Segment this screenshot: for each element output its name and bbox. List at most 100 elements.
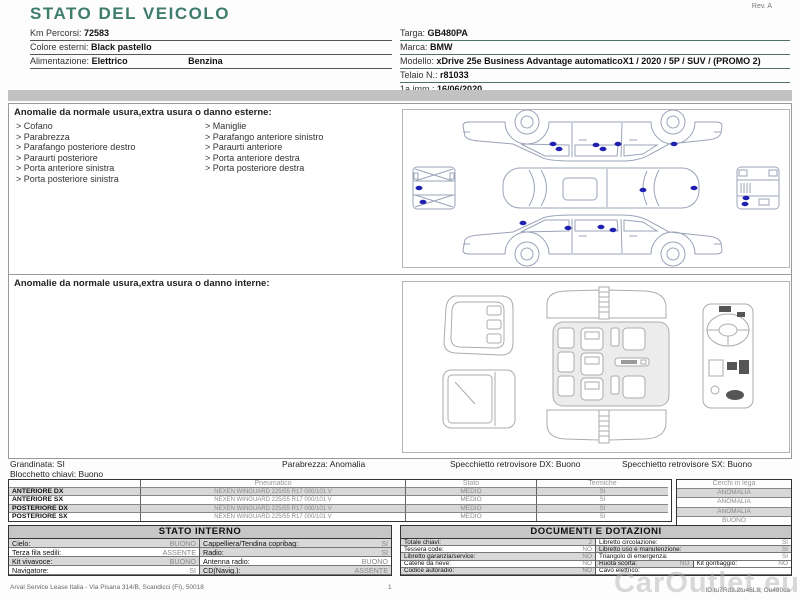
anomaly-item: > Porta posteriore sinistra xyxy=(16,173,119,184)
table-cell: Tessera code: NO xyxy=(401,546,596,554)
page-title: STATO DEL VEICOLO xyxy=(30,4,230,23)
anomaly-item: > Porta anteriore destra xyxy=(205,152,300,163)
car-top-view xyxy=(502,167,700,209)
documenti-table: DOCUMENTI E DOTAZIONI Totale chiavi: 2 Li… xyxy=(400,525,792,576)
anomaly-item: > Paraurti posteriore xyxy=(16,152,98,163)
tyre-termiche: SI xyxy=(537,496,668,505)
tyre-spec: NEXEN WINGUARD 225/55 R17 000/101 V xyxy=(141,504,406,513)
field-label: 1a imm.: xyxy=(400,84,435,94)
field-value: xDrive 25e Business Advantage automatico… xyxy=(436,56,761,66)
cell-value: SI xyxy=(381,548,388,557)
field-value: BMW xyxy=(430,42,453,52)
cell-label: Terza fila sedili: xyxy=(12,548,62,557)
cell-label: Cielo: xyxy=(12,539,31,548)
field-telaio: Telaio N.: r81033 xyxy=(400,69,790,83)
field-label: Telaio N.: xyxy=(400,70,438,80)
car-side-view-bottom xyxy=(462,214,723,267)
tyre-spec: NEXEN WINGUARD 225/55 R17 000/101 V xyxy=(141,496,406,505)
cell-label: Kit vivavoce: xyxy=(12,557,53,566)
field-value: Black pastello xyxy=(91,42,152,52)
table-cell: Totale chiavi: 2 xyxy=(401,539,596,547)
cell-label: Libretto uso e manutenzione: xyxy=(599,546,682,553)
cell-value: NO xyxy=(778,560,788,568)
field-colore-esterni: Colore esterni: Black pastello xyxy=(30,41,392,55)
tyre-spec: NEXEN WINGUARD 225/55 R17 000/101 V xyxy=(141,488,406,497)
cell-value: 2 xyxy=(588,539,592,546)
field-km-percorsi: Km Percorsi: 72583 xyxy=(30,27,392,41)
table-row: Totale chiavi: 2 Libretto circolazione: SI xyxy=(401,539,791,547)
cell-value: SI xyxy=(781,546,788,553)
cell-label: Libretto garanzia/service: xyxy=(404,553,476,560)
tyre-row: ANTERIORE DX NEXEN WINGUARD 225/55 R17 0… xyxy=(9,488,671,497)
cell-value: BUONO xyxy=(169,557,196,566)
table-cell: Kit vivavoce: BUONO xyxy=(9,557,200,566)
field-label: Specchietto retrovisore DX: xyxy=(450,459,554,469)
field-label: Marca: xyxy=(400,42,428,52)
cell-label: Cavo elettrico: xyxy=(599,567,640,575)
field-label: Specchietto retrovisore SX: xyxy=(622,459,725,469)
tyre-position: ANTERIORE SX xyxy=(9,496,141,505)
tyre-table: Pneumatico Stato Termiche ANTERIORE DX N… xyxy=(8,479,672,522)
tyre-table-header: Pneumatico Stato Termiche xyxy=(9,480,671,489)
interior-anomalies-heading: Anomalie da normale usura,extra usura o … xyxy=(14,278,270,289)
header-cell-pneumatico: Pneumatico xyxy=(141,480,406,489)
cerchi-value: ANOMALIA xyxy=(677,498,791,508)
car-side-view-top xyxy=(462,110,723,162)
anomaly-item: > Paraurti anteriore xyxy=(205,142,283,152)
cell-label: Ruota scorta: xyxy=(599,560,638,568)
cell-label: Triangolo di emergenza: xyxy=(599,553,668,560)
cell-label: Tessera code: xyxy=(404,546,444,553)
table-cell: Antenna radio: BUONO xyxy=(200,557,391,566)
tyre-termiche: SI xyxy=(537,488,668,497)
field-modello: Modello: xDrive 25e Business Advantage a… xyxy=(400,55,790,69)
field-value: r81033 xyxy=(440,70,469,80)
table-row: Libretto garanzia/service: NO Triangolo d… xyxy=(401,553,791,561)
anomaly-item: > Cofano xyxy=(16,121,53,131)
field-value: SI xyxy=(56,459,65,469)
field-value-secondary: Benzina xyxy=(188,56,223,66)
table-cell: CD(Navig.): ASSENTE xyxy=(200,566,391,575)
header-cell-cerchi: Cerchi in lega xyxy=(677,480,791,490)
anomaly-item: > Maniglie xyxy=(205,121,247,131)
anomaly-item: > Porta posteriore destra xyxy=(205,163,305,173)
header-cell-termiche: Termiche xyxy=(537,480,668,489)
field-value: GB480PA xyxy=(427,28,468,38)
cell-label: Libretto circolazione: xyxy=(599,539,658,546)
table-cell: Navigatore: SI xyxy=(9,566,200,575)
car-exterior-views-icon xyxy=(412,110,780,267)
anomaly-item: > Parabrezza xyxy=(16,131,70,142)
footer-doc-id: ID tu7Rd3.2tu46L8, Ou480ca xyxy=(705,587,790,594)
blocchetto-chiavi-status: Blocchetto chiavi: Buono xyxy=(10,469,103,479)
anomalies-box-divider xyxy=(8,274,791,275)
interior-damage-diagram xyxy=(402,281,790,453)
table-row: Kit vivavoce: BUONO Antenna radio: BUONO xyxy=(9,557,391,566)
field-targa: Targa: GB480PA xyxy=(400,27,790,41)
cell-value: NO xyxy=(582,546,592,553)
specchietto-dx-status: Specchietto retrovisore DX: Buono xyxy=(450,459,580,469)
header-cell xyxy=(9,480,141,489)
cell-value: ASSENTE xyxy=(354,566,388,575)
table-cell: Libretto circolazione: SI xyxy=(596,539,791,547)
tyre-termiche: SI xyxy=(537,512,668,521)
tyre-position: POSTERIORE DX xyxy=(9,504,141,513)
table-row: Codice autoradio: NO Cavo elettrico: xyxy=(401,567,791,575)
field-value: Buono xyxy=(727,459,752,469)
tailgate-view xyxy=(442,369,516,429)
table-row: Navigatore: SI CD(Navig.): ASSENTE xyxy=(9,566,391,575)
field-value: Buono xyxy=(78,469,104,479)
cell-value: NO xyxy=(582,553,592,560)
table-cell: Kit gonfiaggio: NO xyxy=(693,560,791,568)
exterior-anomalies-column1: > Cofano > Parabrezza > Parafango poster… xyxy=(16,121,135,184)
cell-value: SI xyxy=(781,539,788,546)
table-cell: Cielo: BUONO xyxy=(9,539,200,548)
anomaly-item: > Parafango anteriore sinistro xyxy=(205,131,324,142)
cerchi-value: ANOMALIA xyxy=(677,507,791,517)
trunk-view xyxy=(443,295,514,356)
footer-company: Arval Service Lease Italia - Via Pisana … xyxy=(10,584,204,591)
tyre-stato: MEDIO xyxy=(406,488,537,497)
cell-label: Codice autoradio: xyxy=(404,567,455,575)
field-label: Grandinata: xyxy=(10,459,55,469)
tyre-position: ANTERIORE DX xyxy=(9,488,141,497)
cell-label: Totale chiavi: xyxy=(404,539,441,546)
